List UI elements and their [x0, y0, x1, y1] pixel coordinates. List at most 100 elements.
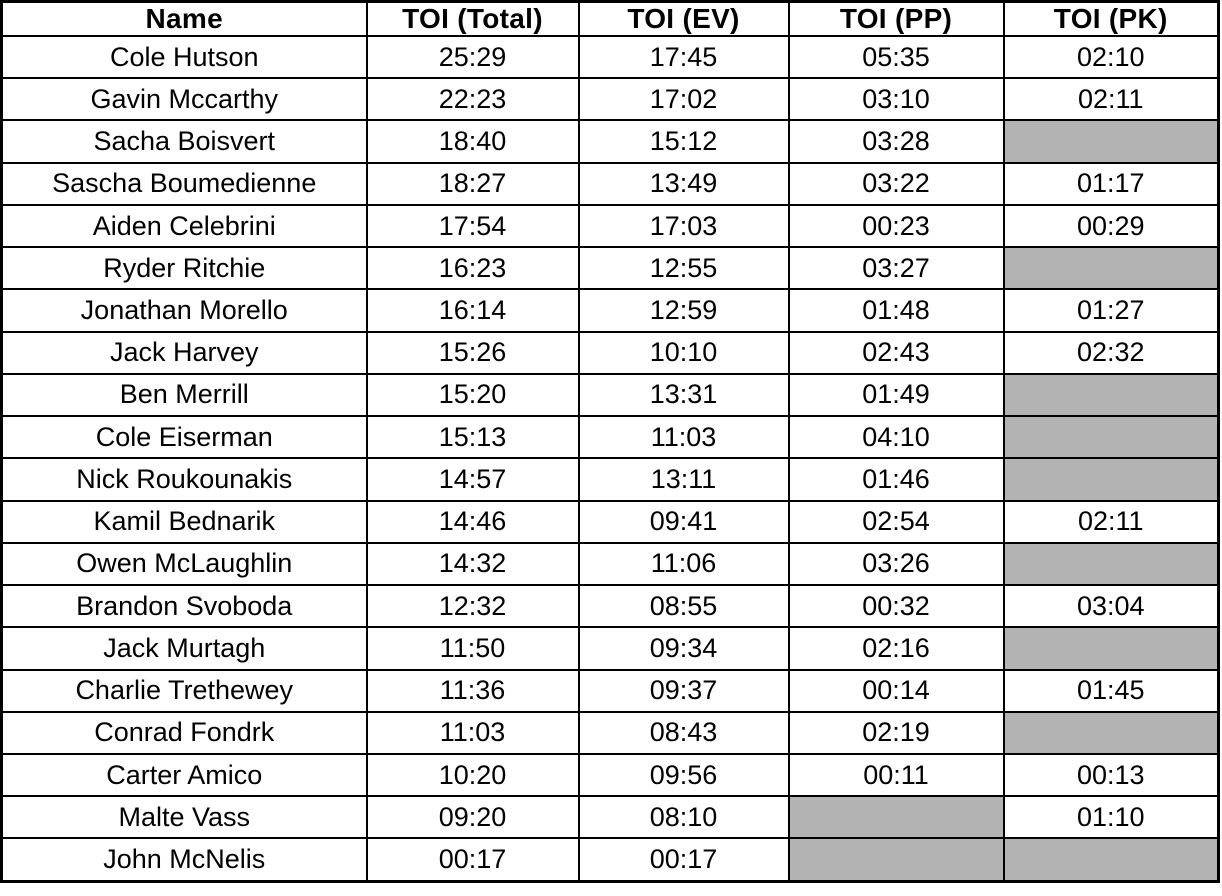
toi-pk-cell: 01:45 — [1002, 668, 1220, 713]
toi-total-cell: 15:26 — [365, 330, 580, 375]
toi-pk-cell: 02:10 — [1002, 34, 1220, 80]
toi-ev-cell: 09:41 — [577, 499, 790, 544]
toi-pp-cell: 02:16 — [787, 626, 1005, 671]
toi-ev-cell: 09:56 — [577, 752, 790, 798]
toi-pp-cell: 01:48 — [787, 288, 1005, 333]
toi-ev-cell: 12:59 — [577, 288, 790, 333]
table-row: Nick Roukounakis 14:57 13:11 01:46 — [0, 457, 1220, 502]
table-row: Jack Harvey 15:26 10:10 02:43 02:32 — [0, 330, 1220, 375]
toi-pk-cell — [1002, 837, 1220, 883]
toi-pk-cell — [1002, 415, 1220, 460]
toi-ev-cell: 00:17 — [577, 837, 790, 883]
player-name-cell: Sacha Boisvert — [0, 119, 368, 164]
toi-pp-cell: 03:28 — [787, 119, 1005, 164]
toi-pp-cell: 00:32 — [787, 584, 1005, 629]
toi-pp-cell: 03:27 — [787, 246, 1005, 291]
toi-pp-cell: 00:11 — [787, 752, 1005, 798]
table-row: Sascha Boumedienne 18:27 13:49 03:22 01:17 — [0, 161, 1220, 206]
player-name-cell: Gavin Mccarthy — [0, 77, 368, 122]
toi-pk-cell: 01:17 — [1002, 161, 1220, 206]
player-name-cell: Sascha Boumedienne — [0, 161, 368, 206]
table-row: Sacha Boisvert 18:40 15:12 03:28 — [0, 119, 1220, 164]
toi-ev-cell: 10:10 — [577, 330, 790, 375]
toi-pp-cell — [787, 795, 1005, 840]
table-row: Malte Vass 09:20 08:10 01:10 — [0, 795, 1220, 840]
toi-ev-cell: 09:37 — [577, 668, 790, 713]
player-name-cell: Ben Merrill — [0, 372, 368, 418]
player-name-cell: Ryder Ritchie — [0, 246, 368, 291]
toi-total-cell: 12:32 — [365, 584, 580, 629]
toi-pp-cell: 03:26 — [787, 541, 1005, 587]
player-name-cell: John McNelis — [0, 837, 368, 883]
toi-pk-cell: 00:29 — [1002, 203, 1220, 249]
toi-total-cell: 14:46 — [365, 499, 580, 544]
toi-total-cell: 17:54 — [365, 203, 580, 249]
header-row: Name TOI (Total) TOI (EV) TOI (PP) TOI (… — [0, 0, 1220, 37]
player-name-cell: Jonathan Morello — [0, 288, 368, 333]
toi-total-cell: 09:20 — [365, 795, 580, 840]
toi-ev-cell: 13:11 — [577, 457, 790, 502]
toi-ev-cell: 09:34 — [577, 626, 790, 671]
player-name-cell: Cole Eiserman — [0, 415, 368, 460]
player-name-cell: Owen McLaughlin — [0, 541, 368, 587]
toi-total-cell: 16:23 — [365, 246, 580, 291]
player-name-cell: Aiden Celebrini — [0, 203, 368, 249]
toi-total-cell: 00:17 — [365, 837, 580, 883]
toi-ev-cell: 13:31 — [577, 372, 790, 418]
player-name-cell: Conrad Fondrk — [0, 710, 368, 755]
toi-pp-cell: 03:22 — [787, 161, 1005, 206]
player-name-cell: Malte Vass — [0, 795, 368, 840]
toi-pk-cell — [1002, 372, 1220, 418]
toi-pk-cell: 01:27 — [1002, 288, 1220, 333]
toi-ev-cell: 11:06 — [577, 541, 790, 587]
toi-pp-cell: 00:14 — [787, 668, 1005, 713]
toi-pk-cell: 00:13 — [1002, 752, 1220, 798]
toi-pp-cell — [787, 837, 1005, 883]
toi-total-cell: 11:36 — [365, 668, 580, 713]
toi-pp-cell: 04:10 — [787, 415, 1005, 460]
column-header-toi-pk: TOI (PK) — [1002, 0, 1220, 37]
table-row: Jack Murtagh 11:50 09:34 02:16 — [0, 626, 1220, 671]
toi-pp-cell: 02:54 — [787, 499, 1005, 544]
toi-pk-cell: 02:11 — [1002, 77, 1220, 122]
toi-pp-cell: 03:10 — [787, 77, 1005, 122]
table-row: Ryder Ritchie 16:23 12:55 03:27 — [0, 246, 1220, 291]
table-header: Name TOI (Total) TOI (EV) TOI (PP) TOI (… — [0, 0, 1220, 37]
player-name-cell: Nick Roukounakis — [0, 457, 368, 502]
table-row: Jonathan Morello 16:14 12:59 01:48 01:27 — [0, 288, 1220, 333]
toi-total-cell: 25:29 — [365, 34, 580, 80]
column-header-name: Name — [0, 0, 368, 37]
toi-total-cell: 11:50 — [365, 626, 580, 671]
column-header-toi-ev: TOI (EV) — [577, 0, 790, 37]
toi-pp-cell: 02:19 — [787, 710, 1005, 755]
toi-pk-cell — [1002, 457, 1220, 502]
toi-pk-cell: 01:10 — [1002, 795, 1220, 840]
player-name-cell: Cole Hutson — [0, 34, 368, 80]
toi-total-cell: 15:20 — [365, 372, 580, 418]
table-row: Cole Hutson 25:29 17:45 05:35 02:10 — [0, 34, 1220, 80]
player-name-cell: Kamil Bednarik — [0, 499, 368, 544]
toi-pp-cell: 05:35 — [787, 34, 1005, 80]
table-row: Charlie Trethewey 11:36 09:37 00:14 01:45 — [0, 668, 1220, 713]
table-row: Brandon Svoboda 12:32 08:55 00:32 03:04 — [0, 584, 1220, 629]
table-row: Carter Amico 10:20 09:56 00:11 00:13 — [0, 752, 1220, 798]
toi-ev-cell: 17:45 — [577, 34, 790, 80]
toi-pk-cell: 02:11 — [1002, 499, 1220, 544]
toi-ev-cell: 12:55 — [577, 246, 790, 291]
column-header-toi-pp: TOI (PP) — [787, 0, 1005, 37]
toi-ev-cell: 08:55 — [577, 584, 790, 629]
toi-pk-cell — [1002, 710, 1220, 755]
table-body: Cole Hutson 25:29 17:45 05:35 02:10 Gavin Mcc… — [0, 34, 1220, 883]
player-name-cell: Brandon Svoboda — [0, 584, 368, 629]
table-row: Ben Merrill 15:20 13:31 01:49 — [0, 372, 1220, 418]
toi-pk-cell: 02:32 — [1002, 330, 1220, 375]
toi-pp-cell: 02:43 — [787, 330, 1005, 375]
player-name-cell: Charlie Trethewey — [0, 668, 368, 713]
table-row: Kamil Bednarik 14:46 09:41 02:54 02:11 — [0, 499, 1220, 544]
toi-pk-cell — [1002, 541, 1220, 587]
toi-pp-cell: 01:49 — [787, 372, 1005, 418]
table-row: Conrad Fondrk 11:03 08:43 02:19 — [0, 710, 1220, 755]
toi-ev-cell: 11:03 — [577, 415, 790, 460]
toi-total-cell: 16:14 — [365, 288, 580, 333]
